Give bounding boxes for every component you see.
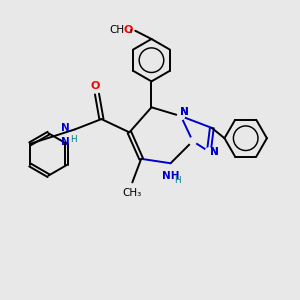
- Text: O: O: [91, 80, 100, 91]
- Circle shape: [177, 112, 184, 120]
- Text: H: H: [70, 135, 77, 144]
- Circle shape: [206, 148, 212, 155]
- Text: N: N: [209, 147, 218, 157]
- Text: ₃: ₃: [124, 26, 133, 35]
- Text: O: O: [124, 25, 133, 35]
- Text: CH: CH: [109, 25, 124, 35]
- Text: N: N: [61, 123, 70, 133]
- Text: N: N: [209, 147, 218, 157]
- Circle shape: [189, 138, 196, 145]
- Text: N: N: [180, 107, 189, 117]
- Text: N: N: [61, 137, 70, 147]
- Text: CH₃: CH₃: [122, 188, 141, 198]
- Text: N: N: [180, 107, 189, 117]
- Text: NH: NH: [163, 171, 180, 181]
- Text: H: H: [174, 176, 180, 184]
